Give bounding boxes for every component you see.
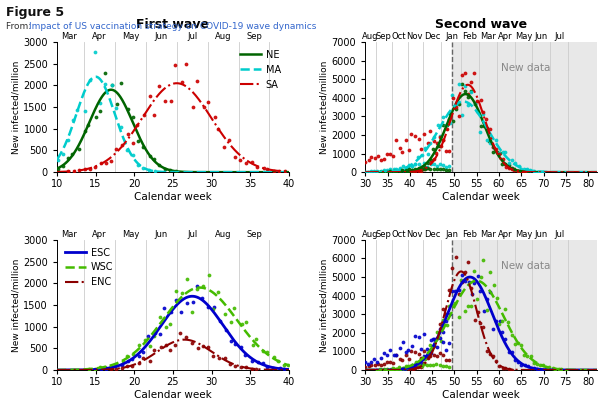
- Text: Apr: Apr: [499, 230, 513, 239]
- Text: Jun: Jun: [155, 230, 168, 239]
- Text: May: May: [515, 32, 532, 41]
- Text: Aug: Aug: [361, 32, 378, 41]
- Text: Jul: Jul: [554, 230, 564, 239]
- Legend: ESC, WSC, ENC: ESC, WSC, ENC: [62, 245, 116, 290]
- Text: New data: New data: [501, 63, 550, 73]
- Text: Mar: Mar: [480, 32, 496, 41]
- Y-axis label: New infected/million: New infected/million: [11, 60, 20, 154]
- X-axis label: Calendar week: Calendar week: [442, 390, 520, 400]
- X-axis label: Calendar week: Calendar week: [134, 390, 212, 400]
- X-axis label: Calendar week: Calendar week: [134, 192, 212, 202]
- Text: May: May: [122, 32, 139, 41]
- Text: Jun: Jun: [535, 32, 548, 41]
- Text: Oct: Oct: [391, 32, 406, 41]
- Text: Mar: Mar: [480, 230, 496, 239]
- X-axis label: Calendar week: Calendar week: [442, 192, 520, 202]
- Text: Dec: Dec: [424, 32, 440, 41]
- Text: Aug: Aug: [215, 32, 232, 41]
- Text: Oct: Oct: [391, 230, 406, 239]
- Text: Nov: Nov: [406, 230, 422, 239]
- Text: Sep: Sep: [246, 230, 262, 239]
- Bar: [452, 42, 597, 172]
- Text: Jul: Jul: [187, 230, 197, 239]
- Text: Jul: Jul: [187, 32, 197, 41]
- Text: Jan: Jan: [446, 32, 458, 41]
- Legend: NE, MA, SA: NE, MA, SA: [236, 47, 284, 92]
- Text: Mar: Mar: [61, 32, 77, 41]
- Y-axis label: New infected/million: New infected/million: [11, 258, 20, 352]
- Text: From:: From:: [6, 22, 34, 31]
- Text: Apr: Apr: [499, 32, 513, 41]
- Text: Nov: Nov: [406, 32, 422, 41]
- Title: First wave: First wave: [136, 18, 209, 31]
- Text: Mar: Mar: [61, 230, 77, 239]
- Text: Sep: Sep: [375, 32, 391, 41]
- Text: Apr: Apr: [92, 32, 107, 41]
- Text: Feb: Feb: [463, 32, 478, 41]
- Text: Sep: Sep: [246, 32, 262, 41]
- Title: Second wave: Second wave: [435, 18, 527, 31]
- Bar: [452, 240, 597, 370]
- Text: Jun: Jun: [155, 32, 168, 41]
- Text: Jul: Jul: [554, 32, 564, 41]
- Text: Feb: Feb: [463, 230, 478, 239]
- Text: May: May: [122, 230, 139, 239]
- Y-axis label: New infected/million: New infected/million: [320, 60, 329, 154]
- Text: Apr: Apr: [92, 230, 107, 239]
- Text: New data: New data: [501, 261, 550, 271]
- Y-axis label: New infected/million: New infected/million: [320, 258, 329, 352]
- Text: Aug: Aug: [215, 230, 232, 239]
- Text: Sep: Sep: [375, 230, 391, 239]
- Text: Figure 5: Figure 5: [6, 6, 64, 19]
- Text: Impact of US vaccination strategy on COVID-19 wave dynamics: Impact of US vaccination strategy on COV…: [29, 22, 316, 31]
- Text: Jun: Jun: [535, 230, 548, 239]
- Text: Dec: Dec: [424, 230, 440, 239]
- Text: Aug: Aug: [361, 230, 378, 239]
- Text: Jan: Jan: [446, 230, 458, 239]
- Text: May: May: [515, 230, 532, 239]
